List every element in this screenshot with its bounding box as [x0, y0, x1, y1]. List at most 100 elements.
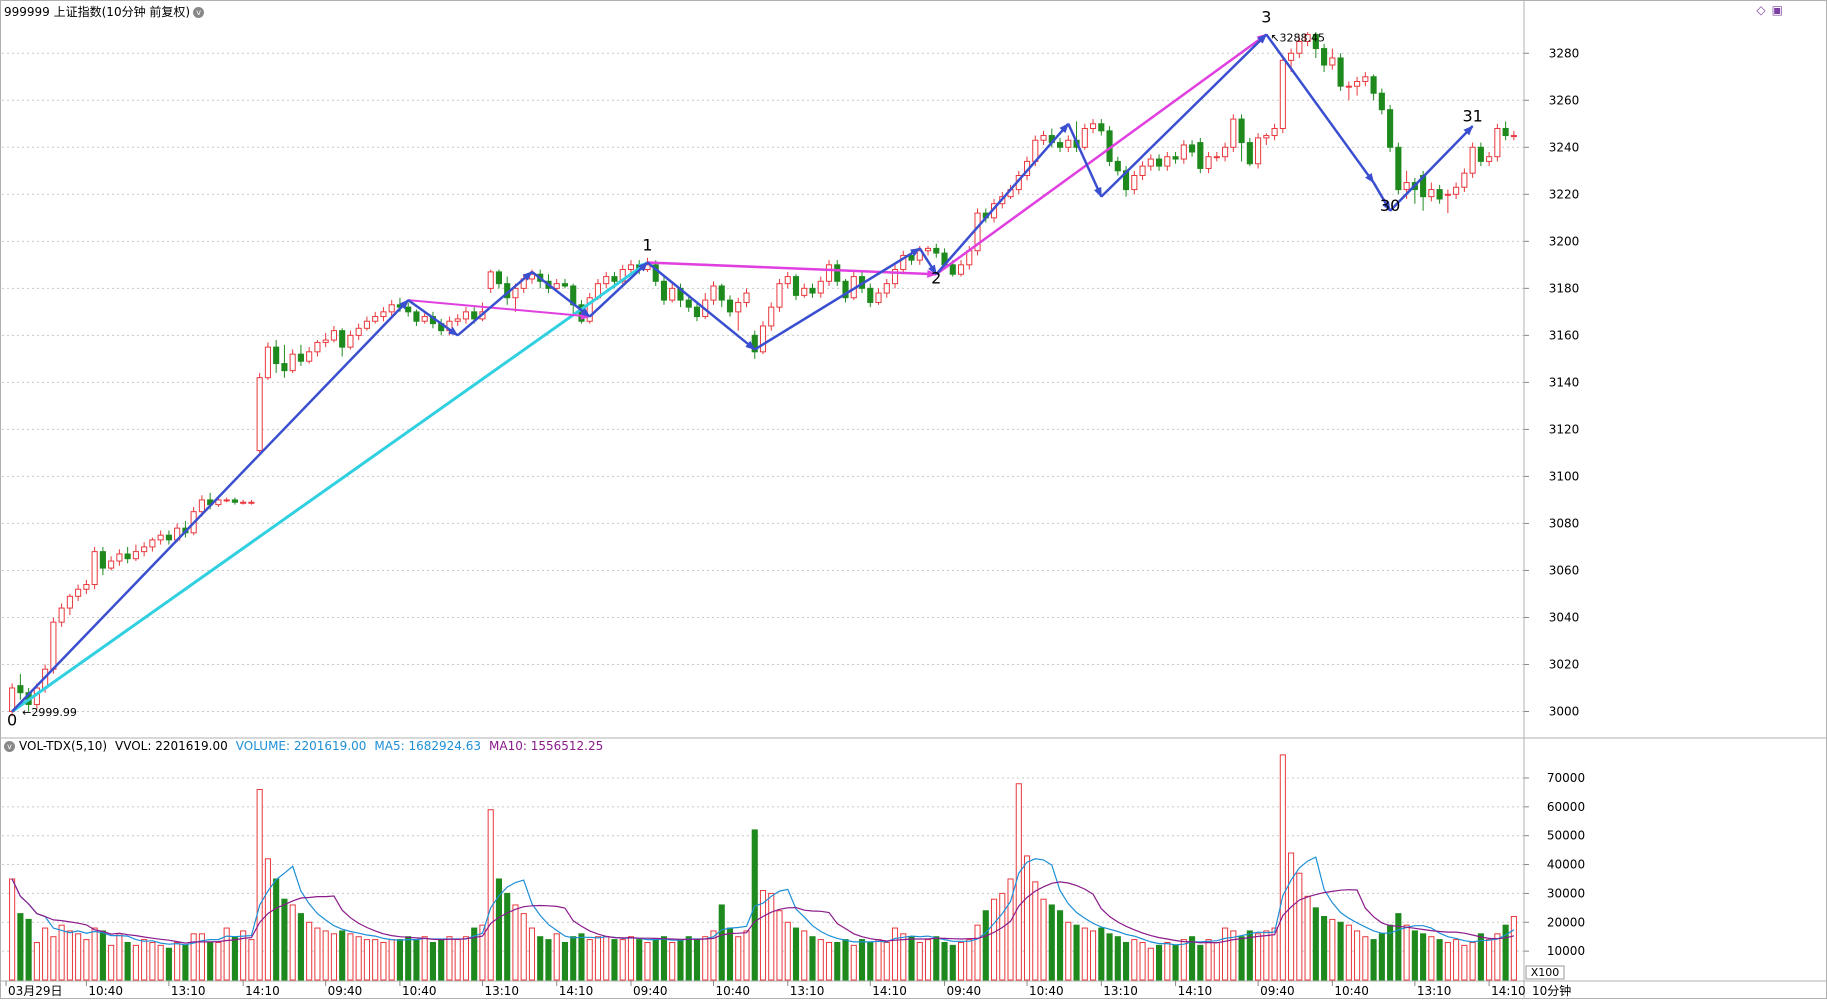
volume-bar-up	[619, 939, 626, 981]
volume-bar-up	[1461, 944, 1468, 981]
volume-bar-down	[1106, 933, 1113, 981]
volume-bar-down	[1156, 944, 1163, 981]
candle-body-up	[157, 534, 164, 541]
volume-bar-up	[1494, 933, 1501, 981]
time-tick-label: 14:10	[872, 984, 907, 998]
cyan-wave-segment	[11, 261, 649, 713]
candle-body-up	[462, 311, 470, 320]
candle-body-up	[66, 595, 73, 609]
volume-bar-up	[603, 936, 610, 981]
circle-chevron-icon[interactable]: v	[4, 741, 15, 752]
volume-bar-up	[50, 936, 57, 981]
volume-bar-up	[240, 930, 247, 981]
diamond-icon[interactable]: ◇	[1756, 3, 1766, 17]
panel-toggle-icon[interactable]: ▣	[1771, 3, 1783, 17]
volume-indicator-name: VOL-TDX(5,10)	[19, 739, 108, 753]
volume-bar-up	[1131, 939, 1138, 981]
candle-body-up	[289, 353, 296, 372]
wave-label: 0	[7, 711, 17, 730]
volume-bar-down	[908, 936, 915, 981]
volume-bar-up	[768, 892, 775, 981]
volume-bar-up	[1444, 941, 1451, 981]
volume-bar-up	[347, 933, 354, 981]
volume-bar-up	[330, 933, 337, 981]
volume-bar-up	[388, 939, 395, 981]
candle-body-up	[710, 285, 717, 301]
wave-label: 31	[1462, 106, 1482, 125]
candle-body-up	[1230, 118, 1237, 148]
candle-body-up	[363, 320, 370, 329]
candle-body-up	[1354, 80, 1361, 87]
volume-bar-up	[1015, 783, 1022, 981]
candle-body-up	[1147, 158, 1154, 167]
candle-body-down	[867, 287, 874, 303]
volume-bar-down	[858, 939, 866, 981]
corner-toolbar: ◇ ▣	[1750, 3, 1783, 17]
candle-body-down	[273, 346, 280, 365]
volume-bar-up	[1296, 872, 1303, 981]
price-tick-label: 3180	[1549, 281, 1580, 295]
candle-body-up	[1040, 135, 1047, 141]
blue-wave-segment	[407, 299, 459, 337]
volume-bar-down	[611, 939, 618, 981]
candle-body-up	[1271, 127, 1278, 137]
volume-bar-down	[396, 939, 403, 981]
volume-bar-down	[273, 878, 280, 981]
candle-body-up	[1065, 139, 1072, 148]
wave-label: 30	[1380, 196, 1400, 215]
candle-body-down	[1337, 57, 1344, 87]
time-tick-label: 10:40	[1334, 984, 1369, 998]
magenta-wave-segment	[408, 299, 591, 320]
candle-body-down	[413, 311, 420, 322]
candle-body-down	[1114, 160, 1121, 172]
volume-bar-up	[974, 924, 981, 981]
candle-body-up	[314, 341, 321, 353]
volume-bar-down	[1321, 916, 1328, 981]
volume-bar-up	[627, 936, 635, 981]
volume-bar-down	[438, 939, 445, 981]
volume-bar-down	[809, 936, 816, 981]
volume-bar-up	[83, 939, 90, 981]
volume-tick-label: 30000	[1547, 886, 1585, 900]
volume-bar-up	[1007, 878, 1014, 981]
volume-bar-down	[99, 930, 106, 981]
candle-body-up	[900, 254, 907, 271]
circle-chevron-icon[interactable]: v	[193, 7, 205, 18]
volume-tick-label: 40000	[1547, 858, 1585, 872]
price-tick-label: 3040	[1549, 610, 1580, 624]
candle-body-up	[108, 560, 115, 569]
candle-body-down	[842, 280, 849, 299]
time-tick-label: 13:10	[790, 984, 825, 998]
volume-bar-up	[1180, 939, 1187, 981]
candle-body-up	[1403, 182, 1410, 191]
candle-body-up	[883, 283, 890, 294]
volume-bar-down	[570, 936, 577, 981]
candle-body-down	[1197, 142, 1204, 169]
volume-bar-up	[314, 927, 321, 981]
candle-body-down	[660, 280, 668, 301]
volume-bar-up	[957, 941, 965, 981]
candle-body-up	[1263, 135, 1270, 139]
volume-bar-down	[1370, 939, 1377, 981]
candle-body-up	[198, 499, 205, 513]
volume-bar-up	[735, 936, 742, 981]
volume-bar-up	[817, 939, 824, 981]
volume-bar-down	[1073, 924, 1080, 981]
candle-body-down	[933, 247, 940, 254]
candle-body-up	[924, 247, 932, 252]
volume-bar-down	[1477, 933, 1484, 981]
volume-bar-up	[66, 930, 73, 981]
volume-bar-down	[867, 941, 874, 981]
candle-body-down	[1312, 33, 1319, 50]
volume-bar-up	[446, 936, 453, 981]
candle-body-up	[355, 327, 362, 336]
candle-body-up	[1469, 146, 1476, 174]
volume-bar-down	[982, 910, 989, 981]
high-price-label: ↖3288.45	[1270, 32, 1325, 45]
candle-body-up	[1081, 127, 1088, 148]
volume-bar-up	[33, 941, 40, 981]
candle-body-down	[1238, 118, 1245, 144]
candle-body-down	[1436, 189, 1443, 200]
